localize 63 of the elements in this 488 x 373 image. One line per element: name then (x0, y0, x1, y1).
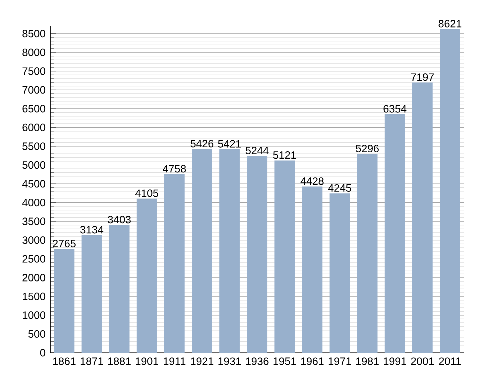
bar (274, 160, 296, 353)
y-tick-label: 1500 (23, 292, 46, 300)
x-tick-label: 1981 (356, 358, 379, 366)
x-tick-label: 2011 (439, 358, 462, 366)
y-tick-label: 3000 (22, 236, 46, 244)
y-tick-label: 8000 (22, 48, 46, 56)
y-tick-label: 7000 (22, 86, 46, 94)
y-tick-label: 500 (28, 330, 46, 338)
y-tick-label: 7500 (22, 68, 46, 76)
bar (220, 149, 240, 353)
bar (164, 174, 185, 353)
bar (54, 249, 75, 353)
data-label: 5121 (273, 152, 296, 160)
bar (302, 186, 323, 353)
data-label: 5296 (356, 144, 379, 153)
data-label: 3403 (108, 216, 131, 224)
x-tick-label: 1861 (53, 358, 76, 366)
data-label: 5421 (218, 140, 242, 148)
y-tick-label: 2500 (22, 255, 46, 263)
data-label: 4758 (163, 165, 186, 173)
bar (357, 154, 378, 353)
y-tick-label: 6000 (22, 124, 46, 132)
bar (82, 235, 102, 353)
bar (136, 198, 158, 353)
x-tick-label: 2001 (411, 358, 434, 366)
x-tick-label: 1951 (274, 358, 296, 366)
data-label: 5426 (190, 140, 214, 148)
x-tick-label: 1871 (80, 358, 104, 366)
x-tick-label: 1936 (246, 358, 269, 366)
bar (247, 156, 268, 353)
data-label: 7197 (411, 74, 434, 82)
y-tick-label: 1000 (23, 312, 46, 320)
x-tick-label: 1961 (301, 358, 324, 366)
x-tick-label: 1911 (164, 358, 186, 366)
data-label: 6354 (384, 105, 407, 113)
data-label: 4245 (328, 184, 352, 192)
data-label: 4105 (136, 190, 159, 198)
x-tick-label: 1901 (136, 358, 158, 366)
y-tick-label: 3500 (22, 218, 46, 226)
bar (192, 149, 212, 353)
bar (412, 82, 433, 353)
y-tick-label: 5000 (22, 161, 46, 170)
x-tick-label: 1921 (191, 358, 214, 366)
y-tick-label: 4500 (22, 180, 46, 188)
bar (384, 114, 406, 353)
y-tick-label: 0 (40, 349, 46, 357)
x-tick-label: 1931 (218, 358, 242, 366)
data-label: 5244 (246, 146, 269, 154)
bar (109, 225, 130, 353)
bar (330, 194, 350, 353)
data-label: 4428 (300, 178, 324, 186)
x-tick-label: 1881 (108, 358, 131, 366)
data-label: 3134 (80, 226, 104, 234)
data-label: 8621 (438, 20, 462, 28)
data-label: 2765 (53, 240, 76, 248)
y-tick-label: 5500 (22, 142, 46, 150)
y-tick-label: 6500 (22, 105, 46, 113)
y-tick-label: 8500 (22, 30, 46, 38)
x-tick-label: 1971 (328, 358, 352, 366)
x-tick-label: 1991 (384, 358, 406, 366)
y-tick-label: 2000 (22, 274, 46, 282)
y-tick-label: 4000 (22, 199, 46, 207)
bar (440, 29, 460, 353)
